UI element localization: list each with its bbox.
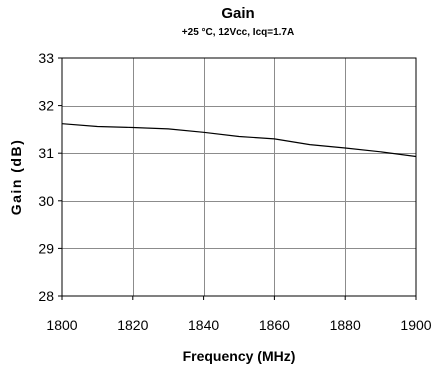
y-tick-label: 28 bbox=[38, 288, 54, 304]
chart-title: Gain bbox=[221, 5, 254, 22]
chart-subtitle: +25 °C, 12Vcc, Icq=1.7A bbox=[182, 27, 294, 38]
y-tick-label: 33 bbox=[38, 50, 54, 66]
y-tick-label: 30 bbox=[38, 193, 54, 209]
x-tick-label: 1880 bbox=[330, 317, 361, 333]
y-tick-label: 31 bbox=[38, 145, 54, 161]
gridlines bbox=[62, 58, 416, 296]
series-group bbox=[61, 123, 417, 158]
x-tick-label: 1900 bbox=[400, 317, 431, 333]
x-tick-label: 1820 bbox=[117, 317, 148, 333]
y-axis-title: Gain (dB) bbox=[8, 139, 24, 216]
axis-ticks: 1800 1820 1840 1860 1880 1900 28 29 30 31 32 33 bbox=[38, 50, 431, 333]
x-axis-title: Frequency (MHz) bbox=[183, 348, 296, 364]
y-tick-label: 29 bbox=[38, 240, 54, 256]
x-tick-label: 1840 bbox=[188, 317, 219, 333]
plot-border bbox=[61, 57, 417, 297]
plot-area bbox=[62, 58, 416, 296]
gain-series-line bbox=[61, 123, 417, 158]
x-tick-label: 1860 bbox=[259, 317, 290, 333]
x-tick-label: 1800 bbox=[46, 317, 77, 333]
y-tick-label: 32 bbox=[38, 98, 54, 114]
